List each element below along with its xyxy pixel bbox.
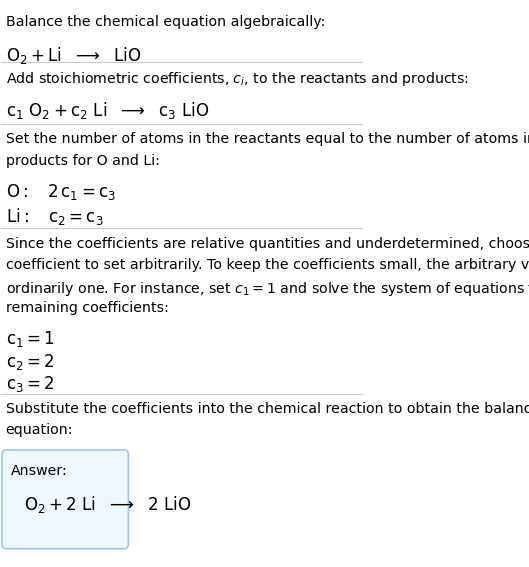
Text: Balance the chemical equation algebraically:: Balance the chemical equation algebraica… bbox=[6, 15, 325, 29]
Text: $\mathrm{c_3 = 2}$: $\mathrm{c_3 = 2}$ bbox=[6, 374, 54, 394]
Text: $\mathrm{O_2 + 2\ Li\ \ \longrightarrow\ \ 2\ LiO}$: $\mathrm{O_2 + 2\ Li\ \ \longrightarrow\… bbox=[24, 494, 191, 515]
Text: $\mathrm{c_2 = 2}$: $\mathrm{c_2 = 2}$ bbox=[6, 352, 54, 372]
Text: Since the coefficients are relative quantities and underdetermined, choose a: Since the coefficients are relative quan… bbox=[6, 236, 529, 251]
Text: Answer:: Answer: bbox=[11, 464, 68, 478]
Text: $\mathrm{Li:\ \ \ c_2 = c_3}$: $\mathrm{Li:\ \ \ c_2 = c_3}$ bbox=[6, 206, 103, 227]
Text: $\mathrm{O:\ \ \ 2\,c_1 = c_3}$: $\mathrm{O:\ \ \ 2\,c_1 = c_3}$ bbox=[6, 182, 116, 202]
Text: $\mathrm{c_1 = 1}$: $\mathrm{c_1 = 1}$ bbox=[6, 329, 54, 349]
Text: Substitute the coefficients into the chemical reaction to obtain the balanced: Substitute the coefficients into the che… bbox=[6, 402, 529, 416]
FancyBboxPatch shape bbox=[2, 450, 129, 549]
Text: coefficient to set arbitrarily. To keep the coefficients small, the arbitrary va: coefficient to set arbitrarily. To keep … bbox=[6, 258, 529, 272]
Text: Set the number of atoms in the reactants equal to the number of atoms in the: Set the number of atoms in the reactants… bbox=[6, 132, 529, 146]
Text: equation:: equation: bbox=[6, 424, 73, 437]
Text: remaining coefficients:: remaining coefficients: bbox=[6, 301, 169, 315]
Text: $\mathrm{O_2 + Li\ \ \longrightarrow\ \ LiO}$: $\mathrm{O_2 + Li\ \ \longrightarrow\ \ … bbox=[6, 45, 141, 66]
Text: Add stoichiometric coefficients, $c_i$, to the reactants and products:: Add stoichiometric coefficients, $c_i$, … bbox=[6, 70, 469, 88]
Text: products for O and Li:: products for O and Li: bbox=[6, 154, 160, 168]
Text: $\mathrm{c_1\ O_2 + c_2\ Li\ \ \longrightarrow\ \ c_3\ LiO}$: $\mathrm{c_1\ O_2 + c_2\ Li\ \ \longrigh… bbox=[6, 100, 209, 121]
Text: ordinarily one. For instance, set $c_1 = 1$ and solve the system of equations fo: ordinarily one. For instance, set $c_1 =… bbox=[6, 280, 529, 298]
